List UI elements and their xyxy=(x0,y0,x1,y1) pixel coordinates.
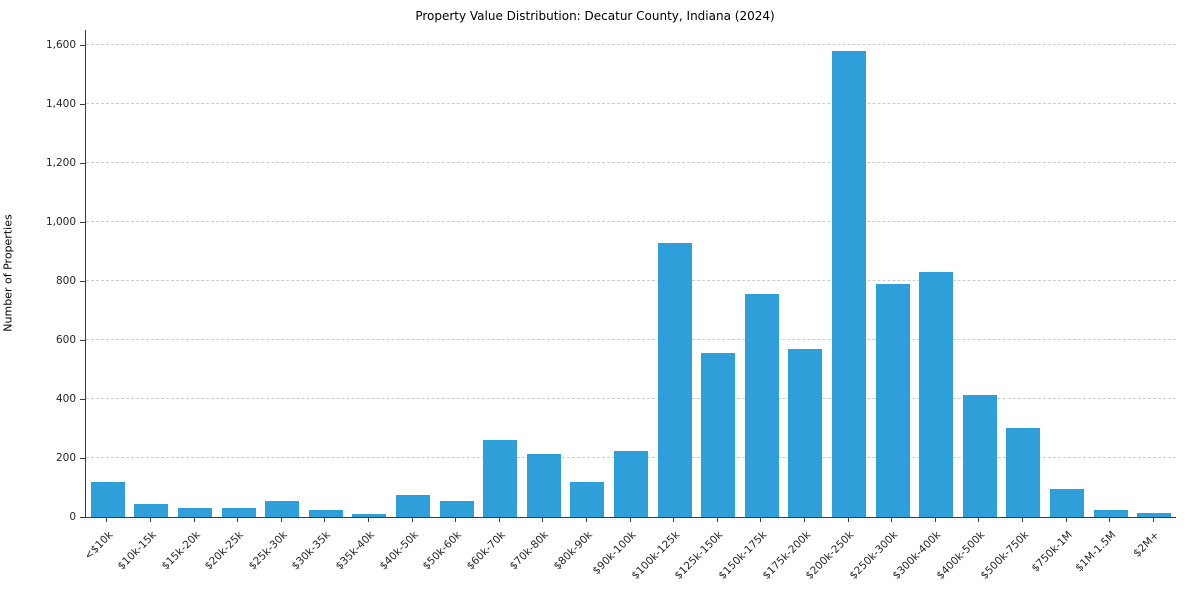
bar xyxy=(919,272,954,517)
x-tick-mark xyxy=(280,518,282,522)
x-tick-label: $35k-40k xyxy=(333,529,377,573)
x-axis: <$10k $10k-15k $15k-20k $20k-25k $25k-30k $30… xyxy=(82,518,1175,590)
bar xyxy=(483,440,518,517)
chart-title: Property Value Distribution: Decatur Cou… xyxy=(415,9,775,23)
x-tick-mark xyxy=(760,518,762,522)
y-tick-mark xyxy=(80,339,85,341)
bar xyxy=(788,348,823,517)
x-tick-mark xyxy=(455,518,457,522)
y-tick-label: 200 xyxy=(55,451,76,464)
y-tick-mark xyxy=(80,103,85,105)
y-tick-label: 1,400 xyxy=(45,97,76,110)
bar xyxy=(526,453,561,517)
x-tick-mark xyxy=(934,518,936,522)
x-tick-mark xyxy=(193,518,195,522)
x-tick-mark xyxy=(367,518,369,522)
bar xyxy=(570,481,605,517)
gridline xyxy=(86,102,1176,104)
x-tick-label: $750k-1M xyxy=(1028,529,1075,575)
x-tick-mark xyxy=(847,518,849,522)
x-tick-label: <$10k xyxy=(82,529,116,563)
x-tick-mark xyxy=(978,518,980,522)
y-tick-label: 1,600 xyxy=(45,38,76,51)
y-tick-mark xyxy=(80,398,85,400)
x-tick-mark xyxy=(324,518,326,522)
x-tick-label: $25k-30k xyxy=(246,529,290,573)
x-tick-mark xyxy=(1065,518,1067,522)
x-tick-mark xyxy=(149,518,151,522)
y-tick-mark xyxy=(80,221,85,223)
x-tick-mark xyxy=(629,518,631,522)
bar xyxy=(744,294,779,517)
x-tick-mark xyxy=(673,518,675,522)
x-tick-label: $60k-70k xyxy=(464,529,508,573)
x-tick-label: $10k-15k xyxy=(115,529,159,573)
y-tick-label: 1,200 xyxy=(45,156,76,169)
gridline xyxy=(86,279,1176,281)
y-tick-mark xyxy=(80,44,85,46)
gridline xyxy=(86,397,1176,399)
x-tick-mark xyxy=(1109,518,1111,522)
gridline xyxy=(86,338,1176,340)
x-tick-mark xyxy=(803,518,805,522)
y-tick-label: 0 xyxy=(69,511,76,523)
y-tick-label: 600 xyxy=(55,333,76,346)
bar xyxy=(90,481,125,517)
y-tick-label: 1,000 xyxy=(45,215,76,228)
gridline xyxy=(86,161,1176,163)
x-tick-mark xyxy=(498,518,500,522)
x-tick-mark xyxy=(585,518,587,522)
bar xyxy=(352,514,387,517)
bar xyxy=(395,494,430,517)
bar xyxy=(613,450,648,517)
bar xyxy=(439,500,474,517)
bar xyxy=(962,394,997,517)
bar xyxy=(701,353,736,517)
bar xyxy=(177,508,212,517)
x-tick-mark xyxy=(1152,518,1154,522)
y-tick-mark xyxy=(80,517,85,518)
y-tick-mark xyxy=(80,280,85,282)
y-tick-mark xyxy=(80,162,85,164)
bar xyxy=(875,283,910,517)
x-tick-mark xyxy=(237,518,239,522)
y-tick-label: 800 xyxy=(55,274,76,287)
plot-area xyxy=(85,30,1176,518)
y-tick-mark xyxy=(80,457,85,459)
x-tick-label: $30k-35k xyxy=(289,529,334,573)
x-tick-label: $1M-1.5M xyxy=(1072,529,1119,575)
x-tick-label: $70k-80k xyxy=(507,529,552,573)
x-tick-mark xyxy=(891,518,893,522)
x-tick-label: $15k-20k xyxy=(159,529,203,573)
bar xyxy=(1006,428,1041,517)
x-tick-mark xyxy=(716,518,718,522)
bar xyxy=(657,242,692,517)
bar xyxy=(1049,488,1084,517)
x-tick-label: $20k-25k xyxy=(202,529,247,573)
bar xyxy=(831,50,866,517)
bar xyxy=(134,503,169,517)
x-tick-label: $50k-60k xyxy=(420,529,465,573)
x-tick-mark xyxy=(542,518,544,522)
gridline xyxy=(86,220,1176,222)
y-tick-label: 400 xyxy=(55,392,76,405)
x-tick-mark xyxy=(1021,518,1023,522)
x-tick-label: $80k-90k xyxy=(551,529,595,573)
x-tick-mark xyxy=(106,518,108,522)
x-tick-mark xyxy=(411,518,413,522)
bar xyxy=(1093,509,1128,517)
bar xyxy=(265,500,300,517)
x-tick-label: $40k-50k xyxy=(377,529,421,573)
bar xyxy=(308,509,343,517)
gridline xyxy=(86,43,1176,45)
bar xyxy=(1137,513,1172,517)
x-tick-label: $2M+ xyxy=(1131,529,1162,560)
bar xyxy=(221,508,256,517)
